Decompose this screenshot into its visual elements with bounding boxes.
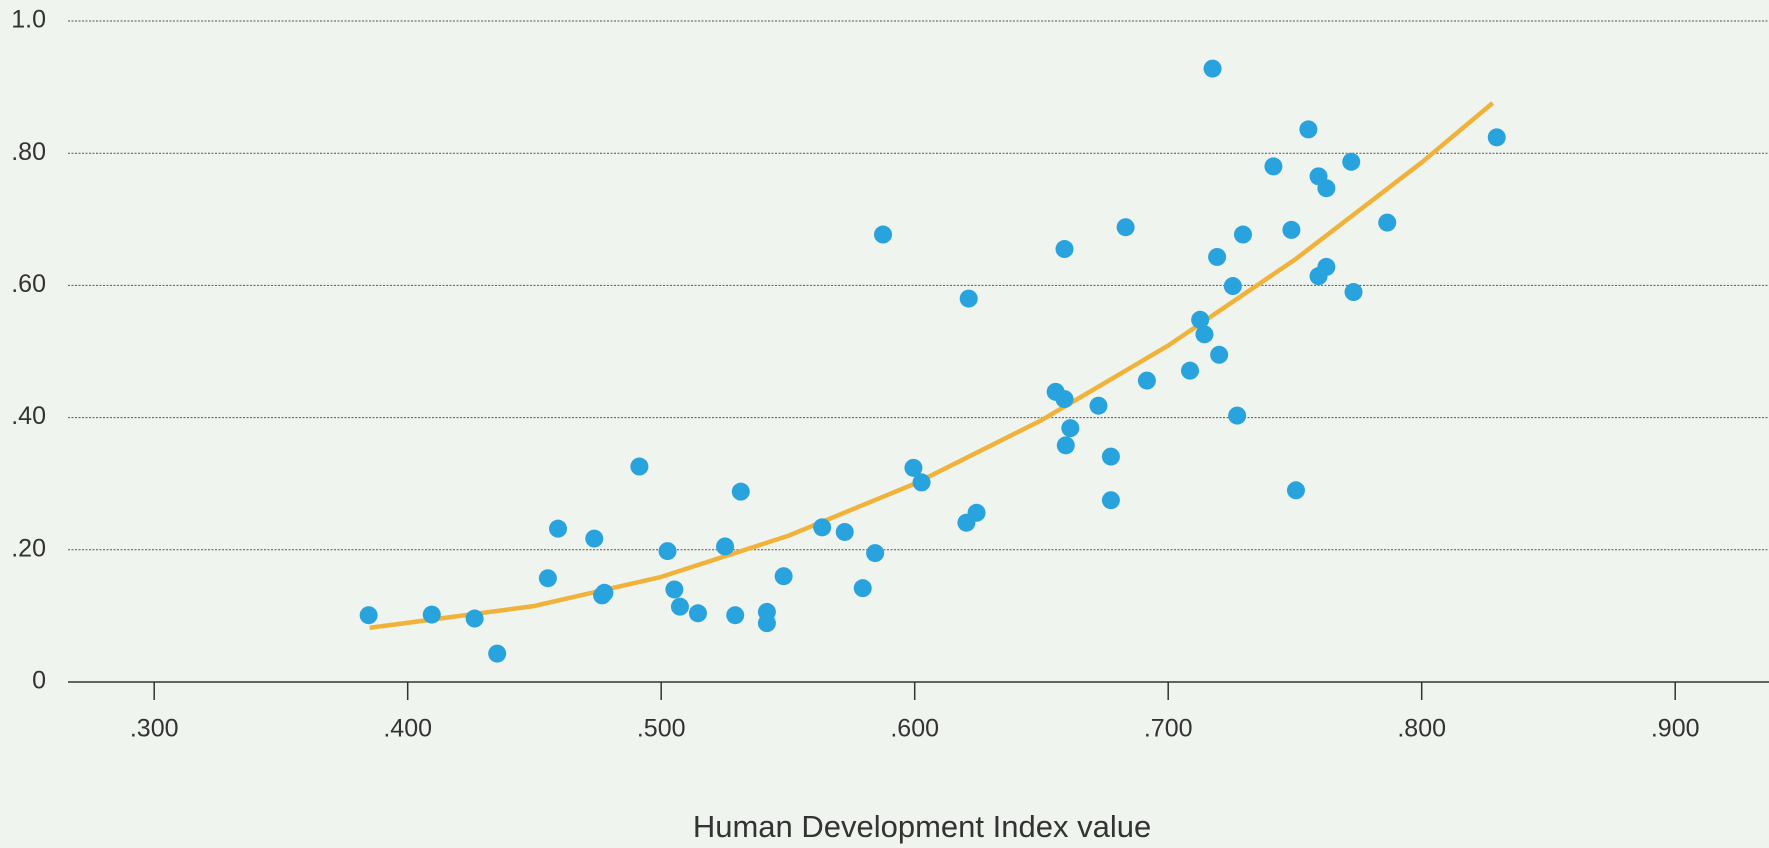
x-tick-label: .500 (637, 715, 686, 743)
point (1228, 406, 1247, 425)
point (670, 597, 689, 616)
point (874, 225, 893, 244)
point (726, 606, 745, 625)
point (716, 537, 735, 556)
point (1208, 247, 1227, 266)
x-axis-label: Human Development Index value (693, 809, 1151, 844)
point (731, 482, 750, 501)
x-tick-label: .700 (1144, 715, 1193, 743)
point (1061, 419, 1080, 438)
point (774, 567, 793, 586)
point (630, 457, 649, 476)
point (1223, 277, 1242, 296)
point (904, 458, 923, 477)
point (1299, 120, 1318, 139)
point (1055, 390, 1074, 409)
point (658, 542, 677, 561)
point (1116, 218, 1135, 237)
point (1264, 157, 1283, 176)
point (359, 606, 378, 625)
y-tick-label: 1.0 (11, 6, 46, 34)
x-tick-label: .300 (130, 715, 179, 743)
point (1317, 179, 1336, 198)
point (1282, 220, 1301, 239)
point (1487, 128, 1506, 147)
point (549, 519, 568, 538)
y-tick-label: 0 (32, 667, 46, 695)
point (1344, 283, 1363, 302)
point (813, 518, 832, 537)
point (538, 569, 557, 588)
point (1101, 447, 1120, 466)
point (1195, 325, 1214, 344)
point (1317, 257, 1336, 276)
point (1181, 361, 1200, 380)
point (1137, 371, 1156, 390)
point (1210, 345, 1229, 364)
point (585, 529, 604, 548)
y-tick-label: .80 (11, 138, 46, 166)
point (1233, 225, 1252, 244)
point (488, 644, 507, 663)
point (1378, 213, 1397, 232)
y-tick-label: .60 (11, 270, 46, 298)
x-tick-label: .800 (1397, 715, 1446, 743)
point (853, 579, 872, 598)
point (1203, 59, 1222, 78)
point (1342, 152, 1361, 171)
point (688, 604, 707, 623)
point (1056, 436, 1075, 455)
y-tick-label: .20 (11, 534, 46, 562)
point (422, 605, 441, 624)
point (757, 614, 776, 633)
point (959, 289, 978, 308)
point (665, 580, 684, 599)
x-tick-label: .600 (890, 715, 939, 743)
point (866, 544, 885, 563)
point (1089, 396, 1108, 415)
x-tick-label: .400 (383, 715, 432, 743)
y-tick-label: .40 (11, 402, 46, 430)
point (835, 522, 854, 541)
point (1101, 491, 1120, 510)
point (1191, 310, 1210, 329)
point (465, 609, 484, 628)
point (595, 583, 614, 602)
point (967, 503, 986, 522)
point (1286, 481, 1305, 500)
point (912, 473, 931, 492)
point (1055, 240, 1074, 259)
x-tick-label: .900 (1651, 715, 1700, 743)
